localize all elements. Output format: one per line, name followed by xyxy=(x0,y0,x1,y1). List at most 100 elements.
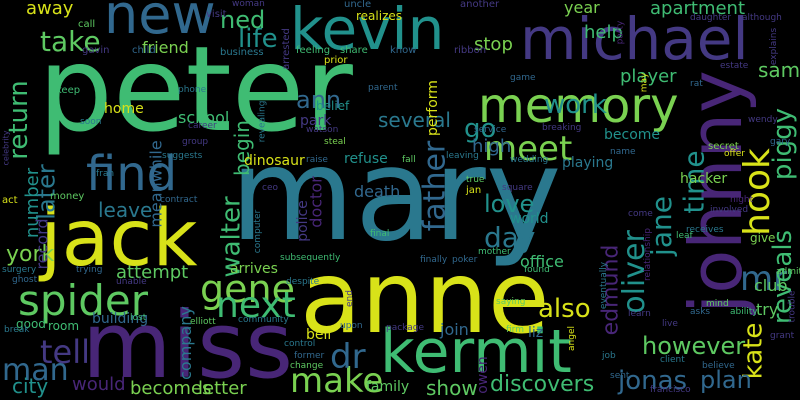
word-police: police xyxy=(294,200,311,242)
word-discovers: discovers xyxy=(490,372,595,397)
word-show: show xyxy=(426,376,478,400)
word-ghost: ghost xyxy=(12,275,38,285)
word-club: club xyxy=(754,276,788,295)
word-group: group xyxy=(182,137,209,147)
word-help: help xyxy=(584,22,623,43)
word-soon: soon xyxy=(80,117,102,127)
word-subsequently: subsequently xyxy=(280,253,341,263)
word-jack: jack xyxy=(40,194,198,284)
word-service: service xyxy=(474,125,507,135)
word-york: york xyxy=(6,242,55,267)
word-give: give xyxy=(750,231,776,245)
word-woman: woman xyxy=(232,0,265,9)
word-uncle: uncle xyxy=(344,0,372,10)
word-work: work xyxy=(544,90,607,120)
word-night: night xyxy=(730,195,754,205)
word-feeling: feeling xyxy=(296,45,331,56)
word-high: high xyxy=(472,136,512,157)
word-trying: trying xyxy=(76,265,103,275)
word-fall: fall xyxy=(402,155,416,165)
word-life: life xyxy=(238,24,278,54)
word-celebrity: celebrity xyxy=(0,130,10,165)
word-believe: believe xyxy=(702,361,735,371)
word-relationship: relationship xyxy=(642,228,653,281)
word-gene: gene xyxy=(200,267,295,311)
word-owen: owen xyxy=(474,356,491,394)
word-may: may xyxy=(638,72,649,92)
word-spider: spider xyxy=(18,276,148,325)
word-dr: dr xyxy=(330,337,366,377)
word-square: square xyxy=(502,183,533,193)
word-sam: sam xyxy=(758,58,800,82)
word-share: share xyxy=(340,45,368,56)
word-realizes: realizes xyxy=(356,9,403,23)
word-suggests: suggests xyxy=(162,151,203,161)
word-angel: angel xyxy=(566,326,577,351)
word-business: business xyxy=(220,47,264,58)
word-ability: ability xyxy=(730,307,758,317)
word-letter: letter xyxy=(198,378,247,399)
word-miss: miss xyxy=(82,292,294,399)
word-death: death xyxy=(354,182,401,201)
word-client: client xyxy=(660,355,685,365)
word-man: man xyxy=(2,353,69,388)
word-ann: ann xyxy=(296,86,342,114)
word-becomes: becomes xyxy=(130,378,212,399)
word-despite: despite xyxy=(286,277,320,287)
word-perform: perform xyxy=(424,80,441,136)
word-found: found xyxy=(524,265,550,275)
word-would: would xyxy=(72,374,126,395)
word-career: career xyxy=(188,121,217,131)
word-keep: keep xyxy=(56,85,81,96)
word-however: however xyxy=(642,332,746,360)
word-ned: ned xyxy=(220,6,266,34)
word-liz: liz xyxy=(528,325,544,341)
word-plan: plan xyxy=(700,366,752,394)
word-francisco: francisco xyxy=(650,385,691,395)
word-offer: offer xyxy=(724,149,745,159)
word-job: job xyxy=(602,351,616,361)
word-make: make xyxy=(290,361,384,400)
word-love: love xyxy=(484,190,535,218)
word-live: live xyxy=(662,319,678,329)
word-attempt: attempt xyxy=(116,262,189,283)
word-watson: watson xyxy=(306,125,339,135)
word-gary: gary xyxy=(770,137,791,147)
word-kevin: kevin xyxy=(290,0,445,63)
word-money: money xyxy=(50,191,85,202)
word-finally: finally xyxy=(420,255,448,265)
word-leaving: leaving xyxy=(446,151,479,161)
word-break: break xyxy=(4,325,30,335)
word-year: year xyxy=(564,0,600,17)
word-act: act xyxy=(2,195,18,206)
word-leaf: leaf xyxy=(676,231,693,241)
word-visit: visit xyxy=(206,9,227,20)
word-estate: estate xyxy=(720,61,749,71)
word-community: community xyxy=(238,315,289,325)
word-tell: tell xyxy=(40,333,91,371)
word-go: go xyxy=(464,114,497,144)
word-home: home xyxy=(104,101,144,117)
word-eventually: eventually xyxy=(599,261,610,310)
word-become: become xyxy=(604,127,661,143)
word-former: former xyxy=(294,351,325,361)
word-child: child xyxy=(132,45,156,56)
word-firm: firm xyxy=(506,325,524,335)
word-package: package xyxy=(386,323,424,333)
word-saying: saying xyxy=(496,297,526,307)
word-admits: admits xyxy=(776,267,800,277)
word-upon: upon xyxy=(340,321,363,331)
word-anne: anne xyxy=(300,239,550,356)
word-game: game xyxy=(510,73,536,83)
word-building: building xyxy=(92,311,149,327)
word-explains: explains xyxy=(769,27,780,66)
word-away: away xyxy=(26,0,74,19)
word-rat: rat xyxy=(690,79,703,89)
word-daughter: daughter xyxy=(690,13,732,23)
word-contract: contract xyxy=(160,195,198,205)
word-trouble: trouble xyxy=(787,290,797,322)
word-final: final xyxy=(370,229,390,239)
word-involved: involved xyxy=(710,205,749,215)
word-control: control xyxy=(284,339,316,349)
word-secret: secret xyxy=(708,141,739,152)
